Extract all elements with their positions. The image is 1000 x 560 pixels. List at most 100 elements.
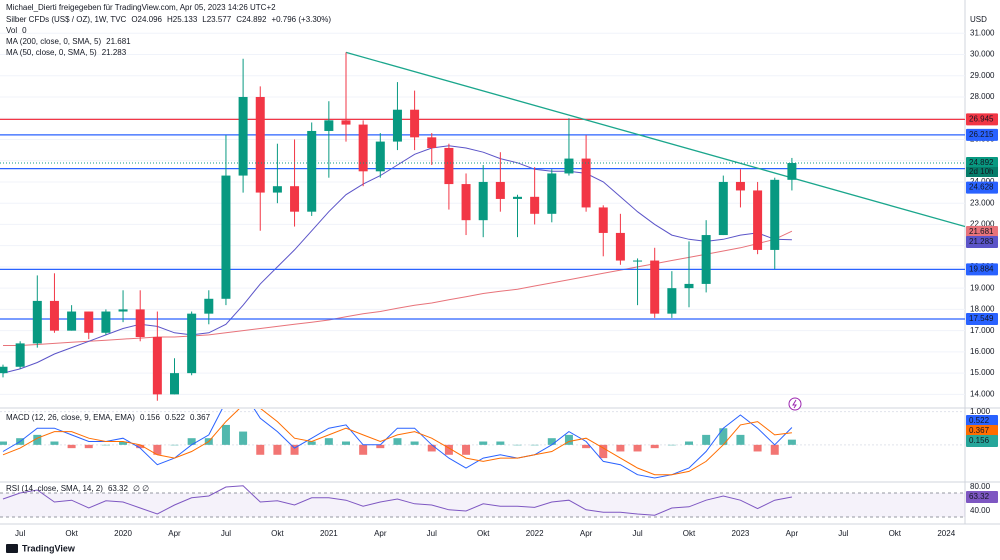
attribution: Michael_Dierti freigegeben für TradingVi… [6, 3, 276, 12]
y-tick-label: 19.000 [970, 283, 995, 292]
rsi-band [0, 493, 965, 517]
y-tick-label: 15.000 [970, 368, 995, 377]
candle-body [547, 173, 557, 214]
legend-text: Vol [6, 26, 17, 35]
candle-body [410, 109, 420, 138]
rsi-panel [0, 485, 965, 518]
y-tick-label: 80.00 [970, 482, 991, 491]
ma-last-label-box [966, 236, 998, 248]
histogram-bar [787, 439, 796, 445]
candle-body [324, 120, 334, 131]
histogram-bar [324, 438, 333, 445]
x-tick-label: Okt [889, 529, 902, 538]
legend-text: ∅ ∅ [133, 484, 149, 493]
histogram-bar [479, 441, 488, 445]
macd-last-label-box [966, 435, 998, 447]
legend-text: 0.156 [140, 413, 161, 422]
brand-logo [6, 544, 18, 553]
y-tick-label: 29.000 [970, 71, 995, 80]
x-tick-label: 2022 [526, 529, 544, 538]
rsi-last-label-box [966, 491, 998, 503]
candle-body [770, 179, 780, 250]
candle-body [581, 158, 591, 208]
legend-text: O24.096 [131, 15, 162, 24]
trendline [345, 51, 965, 228]
candle-body [135, 309, 145, 338]
level-label: 26.215 [969, 130, 994, 139]
candle-body [341, 120, 351, 125]
candle-body [358, 124, 368, 172]
macd-last-label-box [966, 425, 998, 437]
legend-text: 0.522 [165, 413, 186, 422]
level-label-box [966, 113, 998, 126]
histogram-bar [564, 434, 573, 445]
histogram-bar [616, 444, 625, 452]
legend-text: C24.892 [236, 15, 267, 24]
histogram-bar [342, 441, 350, 445]
candle-body [375, 141, 385, 172]
legend-text: 63.32 [108, 484, 129, 493]
histogram-bar [50, 441, 59, 445]
last-price-label-box [966, 156, 998, 169]
candle-body [67, 311, 77, 331]
histogram-bar [393, 438, 402, 445]
candle-body [272, 186, 282, 193]
level-label: 19.884 [969, 264, 994, 273]
y-tick-label: 23.000 [970, 198, 995, 207]
histogram-bar [685, 441, 693, 445]
histogram-bar [719, 428, 728, 445]
candle-body [0, 366, 8, 374]
candle-body [101, 311, 111, 333]
histogram-bar [582, 444, 591, 449]
histogram-bar [84, 444, 93, 449]
x-tick-label: 2023 [732, 529, 750, 538]
candle-body [684, 283, 694, 289]
macd-line [2, 409, 793, 479]
histogram-bar [359, 444, 368, 455]
moving-average [3, 230, 793, 346]
legend-text: MA (200, close, 0, SMA, 5) [6, 37, 101, 46]
candle-body [650, 260, 660, 314]
level-label-box [966, 312, 998, 325]
candle-body [495, 181, 505, 199]
histogram-bar [496, 441, 505, 445]
candle-body [598, 207, 608, 233]
y-tick-label: 24.000 [970, 177, 995, 186]
countdown: 2d 10h [969, 167, 993, 176]
candle-body [787, 162, 797, 180]
histogram-bar [376, 444, 385, 449]
histogram-bar [33, 434, 42, 445]
rsi-line [2, 485, 792, 516]
candle-body [564, 158, 574, 174]
level-label: 26.945 [969, 114, 994, 123]
candle-body [307, 130, 317, 212]
candle-body [152, 337, 162, 395]
legend-text: +0.796 (+3.30%) [271, 15, 331, 24]
legend-text: L23.577 [202, 15, 231, 24]
ma-last-label-box [966, 226, 998, 238]
legend-text: H25.133 [167, 15, 198, 24]
histogram-bar [530, 444, 539, 446]
candle-body [478, 181, 488, 221]
x-tick-label: Apr [786, 529, 799, 538]
y-tick-label: 16.000 [970, 347, 995, 356]
moving-average [2, 145, 792, 374]
macd-last-label: 0.156 [969, 436, 990, 445]
candle-body [667, 288, 677, 314]
macd-last-label-box [966, 415, 998, 427]
level-label-box [966, 263, 998, 276]
histogram-bar [667, 444, 676, 446]
legend-text: RSI (14, close, SMA, 14, 2) [6, 484, 103, 493]
x-tick-label: Apr [580, 529, 593, 538]
last-price-label: 24.892 [969, 158, 994, 167]
event-icon-bolt [792, 399, 797, 409]
candle-body [32, 300, 42, 344]
macd-last-label: 0.522 [969, 416, 990, 425]
legend-text: 0 [22, 26, 27, 35]
histogram-bar [101, 444, 110, 446]
candle-body [633, 260, 643, 262]
histogram-bar [187, 438, 196, 445]
legend-text: 21.681 [106, 37, 131, 46]
event-icon[interactable] [788, 397, 802, 411]
